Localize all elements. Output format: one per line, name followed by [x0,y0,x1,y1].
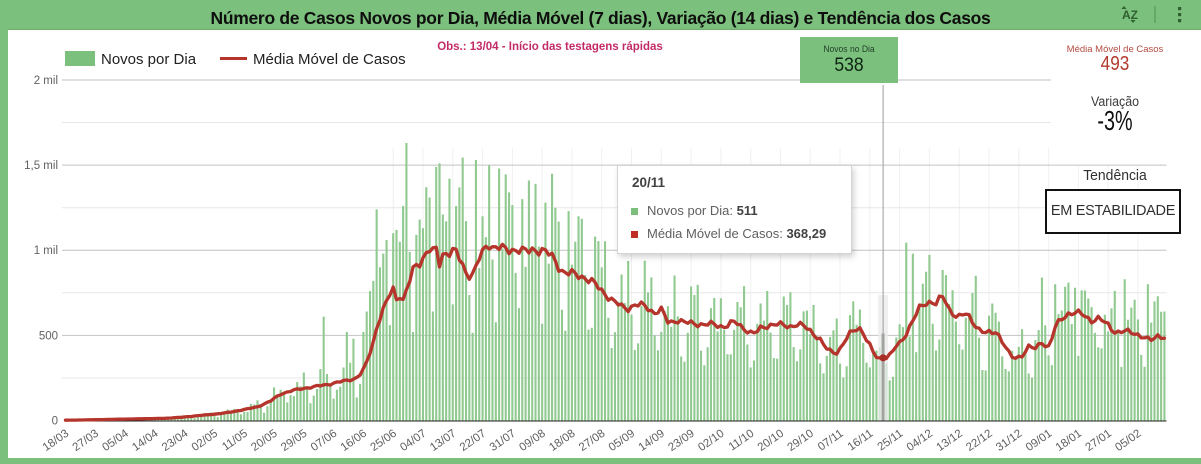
svg-text:11/05: 11/05 [220,428,250,454]
svg-text:04/07: 04/07 [398,428,428,454]
svg-text:18/03: 18/03 [41,428,71,454]
svg-text:AZ: AZ [1122,8,1138,22]
svg-text:16/11: 16/11 [846,428,876,454]
svg-text:14/09: 14/09 [637,428,667,454]
svg-text:31/07: 31/07 [488,428,518,454]
svg-text:09/01: 09/01 [1024,428,1054,454]
svg-text:05/09: 05/09 [607,428,637,454]
svg-text:16/06: 16/06 [339,428,369,454]
svg-text:25/11: 25/11 [876,428,906,454]
svg-text:23/09: 23/09 [666,428,696,454]
svg-text:1 mil: 1 mil [34,245,58,257]
svg-text:22/12: 22/12 [964,428,994,454]
svg-text:20/05: 20/05 [249,428,279,454]
svg-text:09/08: 09/08 [517,428,547,454]
svg-text:2 mil: 2 mil [34,75,58,87]
svg-text:02/05: 02/05 [190,428,220,454]
svg-text:29/10: 29/10 [785,428,815,454]
svg-text:25/06: 25/06 [368,428,398,454]
svg-text:22/07: 22/07 [458,428,488,454]
svg-text:23/04: 23/04 [160,427,191,454]
svg-text:1,5 mil: 1,5 mil [24,160,58,172]
svg-text:04/12: 04/12 [905,428,935,454]
svg-text:05/04: 05/04 [100,427,131,454]
svg-text:500: 500 [39,330,58,342]
svg-text:05/02: 05/02 [1113,428,1143,454]
svg-text:27/08: 27/08 [577,428,607,454]
svg-text:31/12: 31/12 [994,428,1024,454]
svg-text:0: 0 [52,416,58,428]
svg-text:20/10: 20/10 [756,428,786,454]
svg-text:18/08: 18/08 [547,428,577,454]
svg-text:02/10: 02/10 [696,428,726,454]
svg-text:13/12: 13/12 [934,428,964,454]
svg-text:14/04: 14/04 [130,427,161,454]
svg-text:29/05: 29/05 [279,428,309,454]
svg-text:27/01: 27/01 [1083,428,1113,454]
svg-text:13/07: 13/07 [428,428,458,454]
svg-text:07/06: 07/06 [309,428,339,454]
svg-text:11/10: 11/10 [727,428,757,454]
svg-text:18/01: 18/01 [1054,428,1084,454]
svg-text:27/03: 27/03 [71,428,101,454]
svg-text:07/11: 07/11 [816,428,846,454]
